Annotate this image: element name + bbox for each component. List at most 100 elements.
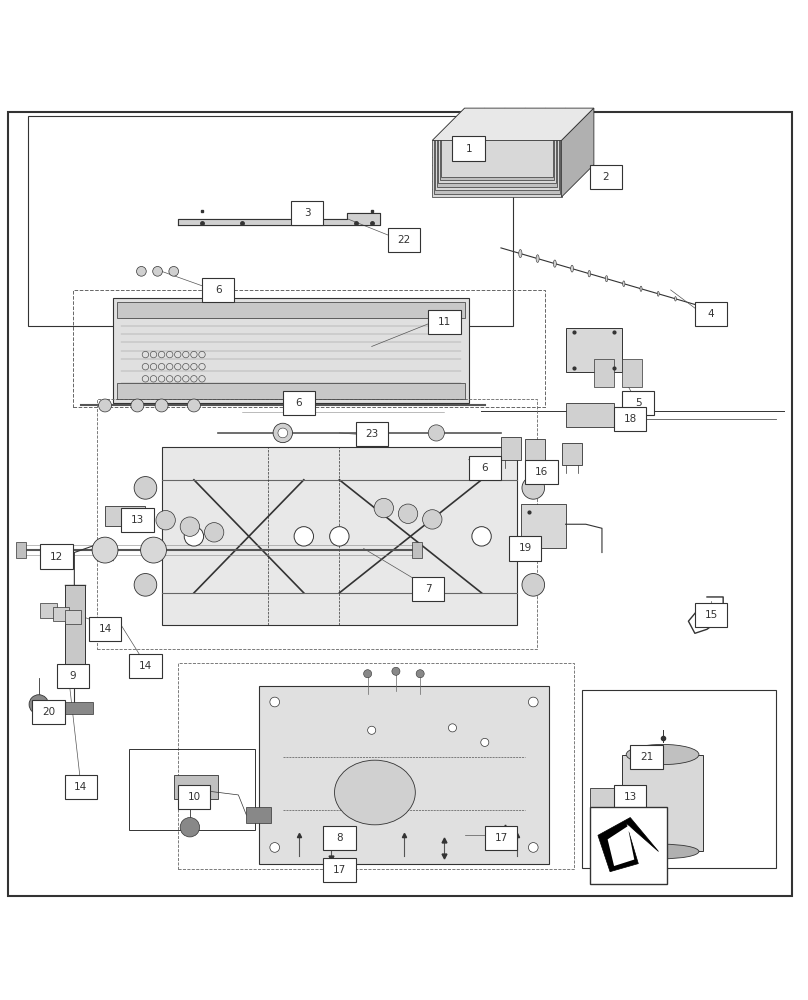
Circle shape bbox=[99, 399, 112, 412]
FancyBboxPatch shape bbox=[614, 407, 646, 431]
Circle shape bbox=[372, 425, 388, 441]
Bar bbox=[28, 116, 513, 326]
Bar bbox=[16, 542, 26, 558]
Ellipse shape bbox=[623, 281, 625, 287]
Bar bbox=[566, 328, 622, 372]
Bar bbox=[562, 443, 582, 465]
Ellipse shape bbox=[626, 844, 699, 859]
Bar bbox=[441, 132, 553, 177]
FancyBboxPatch shape bbox=[485, 826, 517, 850]
Circle shape bbox=[522, 574, 545, 596]
Bar bbox=[65, 585, 85, 666]
Text: 10: 10 bbox=[187, 792, 200, 802]
Circle shape bbox=[273, 423, 292, 443]
Bar bbox=[594, 359, 614, 387]
Circle shape bbox=[134, 477, 157, 499]
FancyBboxPatch shape bbox=[614, 785, 646, 809]
Bar bbox=[590, 807, 667, 884]
Circle shape bbox=[278, 428, 288, 438]
Circle shape bbox=[472, 527, 491, 546]
Ellipse shape bbox=[675, 297, 676, 301]
Bar bbox=[162, 447, 517, 625]
Ellipse shape bbox=[536, 255, 539, 262]
Bar bbox=[178, 663, 574, 869]
Bar bbox=[65, 610, 81, 624]
Text: 6: 6 bbox=[215, 285, 221, 295]
FancyBboxPatch shape bbox=[323, 826, 356, 850]
FancyBboxPatch shape bbox=[283, 391, 315, 415]
FancyBboxPatch shape bbox=[89, 617, 121, 641]
Circle shape bbox=[416, 670, 424, 678]
Text: 19: 19 bbox=[519, 543, 532, 553]
Circle shape bbox=[270, 697, 280, 707]
Circle shape bbox=[137, 266, 146, 276]
Text: 7: 7 bbox=[425, 584, 431, 594]
Text: 1: 1 bbox=[465, 144, 472, 154]
Bar bbox=[438, 135, 556, 183]
FancyBboxPatch shape bbox=[525, 460, 558, 484]
Text: 14: 14 bbox=[139, 661, 152, 671]
Circle shape bbox=[528, 697, 538, 707]
Circle shape bbox=[180, 818, 200, 837]
Circle shape bbox=[92, 537, 118, 563]
Circle shape bbox=[398, 504, 418, 523]
Circle shape bbox=[374, 498, 393, 518]
Bar bbox=[582, 690, 776, 868]
Bar bbox=[434, 139, 560, 194]
Text: 12: 12 bbox=[50, 552, 63, 562]
FancyBboxPatch shape bbox=[630, 745, 663, 769]
Text: 9: 9 bbox=[69, 671, 76, 681]
FancyBboxPatch shape bbox=[323, 858, 356, 882]
Circle shape bbox=[187, 399, 200, 412]
Text: 18: 18 bbox=[624, 414, 637, 424]
Circle shape bbox=[423, 510, 442, 529]
Ellipse shape bbox=[626, 744, 699, 765]
Text: 8: 8 bbox=[336, 833, 343, 843]
Bar bbox=[246, 807, 271, 823]
Circle shape bbox=[448, 724, 457, 732]
Bar bbox=[501, 437, 521, 460]
Text: 6: 6 bbox=[296, 398, 302, 408]
Bar bbox=[590, 788, 630, 809]
Ellipse shape bbox=[640, 286, 642, 291]
Bar bbox=[113, 298, 469, 403]
Bar bbox=[622, 359, 642, 387]
Circle shape bbox=[522, 477, 545, 499]
Text: 14: 14 bbox=[74, 782, 87, 792]
Polygon shape bbox=[608, 826, 650, 866]
Text: 13: 13 bbox=[131, 515, 144, 525]
Text: 14: 14 bbox=[99, 624, 112, 634]
FancyBboxPatch shape bbox=[291, 201, 323, 225]
Bar bbox=[436, 138, 558, 190]
FancyBboxPatch shape bbox=[509, 536, 541, 561]
Bar bbox=[57, 702, 93, 714]
FancyBboxPatch shape bbox=[57, 664, 89, 688]
Bar bbox=[259, 686, 549, 864]
FancyBboxPatch shape bbox=[428, 310, 461, 334]
Text: 17: 17 bbox=[333, 865, 346, 875]
Text: 5: 5 bbox=[635, 398, 642, 408]
FancyBboxPatch shape bbox=[129, 654, 162, 678]
Circle shape bbox=[180, 517, 200, 536]
Bar bbox=[129, 749, 255, 830]
FancyBboxPatch shape bbox=[590, 165, 622, 189]
FancyBboxPatch shape bbox=[202, 278, 234, 302]
Circle shape bbox=[368, 726, 376, 734]
Circle shape bbox=[141, 537, 166, 563]
Circle shape bbox=[330, 527, 349, 546]
FancyBboxPatch shape bbox=[356, 422, 388, 446]
FancyBboxPatch shape bbox=[388, 228, 420, 252]
Circle shape bbox=[134, 574, 157, 596]
FancyBboxPatch shape bbox=[32, 700, 65, 724]
Bar bbox=[622, 755, 703, 851]
Circle shape bbox=[294, 527, 314, 546]
Circle shape bbox=[364, 670, 372, 678]
Bar bbox=[40, 603, 57, 618]
Bar bbox=[73, 290, 545, 407]
FancyBboxPatch shape bbox=[121, 508, 154, 532]
Circle shape bbox=[270, 843, 280, 852]
Polygon shape bbox=[432, 108, 594, 140]
Circle shape bbox=[428, 425, 444, 441]
Bar bbox=[440, 133, 554, 180]
Bar bbox=[412, 542, 422, 558]
